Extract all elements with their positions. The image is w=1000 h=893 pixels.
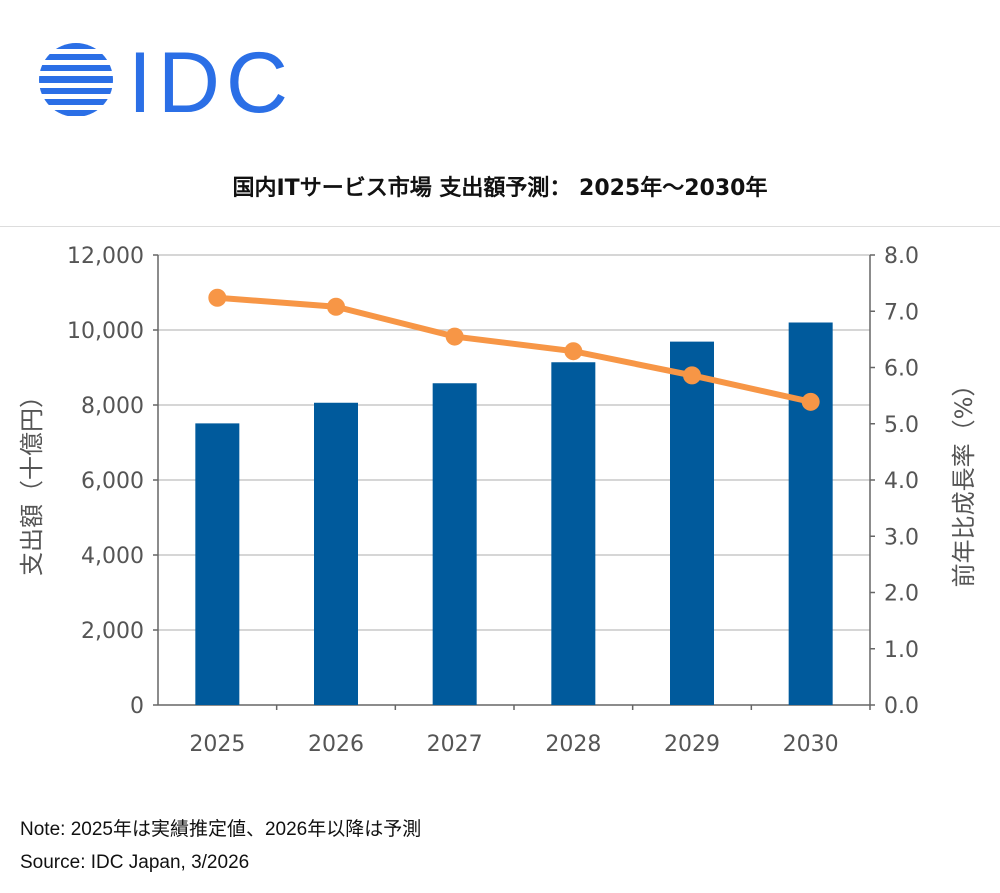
growth-point-2025: [208, 288, 227, 307]
x-tick-label: 2029: [664, 732, 720, 757]
y-tick-label: 8,000: [81, 394, 144, 419]
bar-2028: [551, 362, 596, 705]
y-tick-label: 2,000: [81, 619, 144, 644]
bar-2026: [314, 402, 358, 705]
y-axis-label: 支出額（十億円）: [18, 384, 46, 576]
chart: 0 2,000 4,000 6,000 8,000 10,000 12,000 0.0 1.0 2…: [18, 244, 978, 757]
bar-2030: [788, 322, 833, 705]
source-text: Source: IDC Japan, 3/2026: [20, 852, 250, 873]
x-tick-label: 2027: [427, 732, 483, 757]
y-tick-label: 0: [130, 694, 144, 719]
bar-2029: [670, 341, 714, 705]
y2-tick-label: 1.0: [884, 638, 919, 663]
growth-point-2026: [327, 297, 345, 316]
y2-tick-label: 8.0: [884, 244, 919, 269]
y2-tick-label: 4.0: [884, 469, 919, 494]
y-tick-label: 4,000: [81, 544, 144, 569]
growth-line: [217, 294, 812, 405]
y2-tick-label: 2.0: [884, 582, 919, 607]
y2-tick-label: 0.0: [884, 694, 919, 719]
y2-tick-label: 3.0: [884, 525, 919, 550]
x-tick-label: 2026: [308, 732, 364, 757]
y-tick-label: 12,000: [67, 244, 144, 269]
y2-tick-label: 5.0: [884, 413, 919, 438]
y2-axis-label: 前年比成長率（%）: [950, 373, 978, 588]
growth-point-2027: [445, 327, 464, 346]
divider: [0, 226, 1000, 227]
growth-point-2030: [801, 392, 820, 411]
idc-logo: IDC: [39, 40, 288, 120]
y-tick-label: 6,000: [81, 469, 144, 494]
y-tick-label: 10,000: [67, 319, 144, 344]
chart-title: 国内ITサービス市場 支出額予測： 2025年～2030年: [232, 176, 768, 201]
y2-tick-label: 7.0: [884, 300, 919, 325]
bar-2025: [195, 423, 240, 705]
growth-point-2029: [683, 366, 701, 385]
x-tick-label: 2030: [783, 732, 839, 757]
note-text: Note: 2025年は実績推定値、2026年以降は予測: [20, 819, 422, 840]
y2-tick-label: 6.0: [884, 357, 919, 382]
svg-text:IDC: IDC: [128, 40, 288, 120]
x-tick-label: 2025: [189, 732, 245, 757]
x-tick-label: 2028: [545, 732, 601, 757]
bar-2027: [432, 383, 477, 705]
growth-point-2028: [564, 342, 583, 361]
